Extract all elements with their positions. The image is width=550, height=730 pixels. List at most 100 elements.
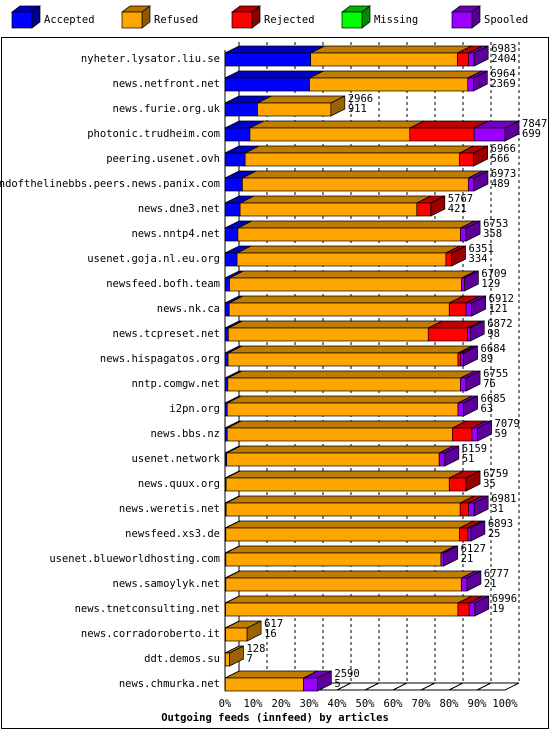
bar (457, 602, 470, 617)
y-tick-label: peering.usenet.ovh (106, 153, 220, 165)
total-label: 6981 (491, 493, 516, 505)
legend-label: Spooled (484, 14, 528, 26)
bar-side (463, 395, 478, 417)
x-tick-label: 10% (244, 698, 264, 710)
x-axis-title: Outgoing feeds (innfeed) by articles (161, 712, 389, 724)
bar-top (224, 45, 325, 54)
bar (409, 127, 475, 142)
y-tick-label: news.hispagatos.org (100, 353, 220, 365)
total-label: 2590 (334, 668, 359, 680)
legend-swatch (451, 11, 473, 29)
total-label: 6964 (490, 68, 515, 80)
bar (224, 152, 246, 167)
bar (225, 527, 460, 542)
bar-top (229, 295, 464, 304)
total-label: 6159 (462, 443, 487, 455)
bar (224, 652, 230, 667)
bar-side (465, 470, 481, 492)
total-label: 7079 (495, 418, 520, 430)
bar (224, 52, 312, 67)
bar-side (430, 195, 446, 217)
bar (225, 627, 248, 642)
total-label: 6127 (461, 543, 486, 555)
bar-side (444, 445, 460, 467)
y-tick-label: nntp.comgw.net (131, 378, 220, 390)
bar-side (443, 545, 459, 567)
total-label: 6912 (489, 293, 514, 305)
bar-side (465, 370, 481, 392)
bar (225, 502, 461, 517)
y-tick-label: news.furie.org.uk (113, 103, 221, 115)
total-label: 6709 (481, 268, 506, 280)
bar (460, 577, 468, 592)
bar (224, 377, 229, 392)
bar (225, 552, 442, 567)
y-tick-label: i2pn.org (169, 403, 220, 415)
y-tick-label: newsfeed.bofh.team (106, 278, 220, 290)
total-label: 6893 (488, 518, 513, 530)
y-tick-label: news.quux.org (138, 478, 220, 490)
accepted-label: 59 (495, 428, 508, 440)
bar (224, 177, 243, 192)
bar (460, 352, 464, 367)
accepted-label: 489 (491, 178, 510, 190)
bar-side (229, 645, 244, 667)
x-tick-label: 20% (272, 698, 292, 710)
bar (227, 352, 459, 367)
bar (416, 202, 432, 217)
bar (448, 302, 467, 317)
bar (467, 177, 475, 192)
accepted-label: 89 (481, 353, 494, 365)
y-tick-label: news.tnetconsulting.net (75, 603, 220, 615)
accepted-label: 911 (348, 103, 367, 115)
bar-top (227, 395, 473, 404)
bar (457, 52, 469, 67)
y-tick-label: news.chmurka.net (119, 678, 220, 690)
bar (467, 77, 474, 92)
bar (468, 602, 476, 617)
bar (225, 577, 462, 592)
bar (309, 77, 469, 92)
bar (457, 402, 464, 417)
bar (427, 327, 468, 342)
x-tick (448, 682, 464, 691)
x-tick-label: 50% (356, 698, 376, 710)
bar (224, 252, 238, 267)
legend-label: Rejected (264, 14, 315, 26)
legend-label: Missing (374, 14, 418, 26)
legend-swatch (341, 11, 363, 29)
bar-top (227, 345, 473, 354)
y-tick-label: news.tcpreset.net (113, 328, 220, 340)
y-tick-label: ddt.demos.su (144, 653, 220, 665)
legend-label: Refused (154, 14, 198, 26)
y-tick-label: news.dne3.net (138, 203, 220, 215)
bar (226, 427, 453, 442)
accepted-label: 121 (489, 303, 508, 315)
bar-top (309, 70, 482, 79)
total-label: 2966 (348, 93, 373, 105)
bar-side (474, 595, 490, 617)
bar (224, 277, 230, 292)
y-tick-label: news.nk.ca (157, 303, 220, 315)
bar (448, 477, 467, 492)
y-tick-label: newsfeed.xs3.de (125, 528, 220, 540)
bar (229, 277, 462, 292)
bar (227, 377, 461, 392)
total-label: 128 (246, 643, 265, 655)
bar (459, 502, 469, 517)
y-tick-label: news.netfront.net (113, 78, 220, 90)
y-tick-label: endofthelinebbs.peers.news.panix.com (0, 178, 220, 190)
bar (459, 527, 469, 542)
x-tick-label: 100% (492, 698, 518, 710)
bar (242, 177, 469, 192)
accepted-label: 21 (461, 553, 474, 565)
bar (224, 102, 258, 117)
bar (224, 202, 241, 217)
y-tick-label: photonic.trudheim.com (87, 128, 220, 140)
bar (224, 77, 310, 92)
bar-top (226, 445, 454, 454)
total-label: 6755 (483, 368, 508, 380)
bar (467, 527, 472, 542)
bar-top (245, 145, 474, 154)
bar (303, 677, 318, 692)
